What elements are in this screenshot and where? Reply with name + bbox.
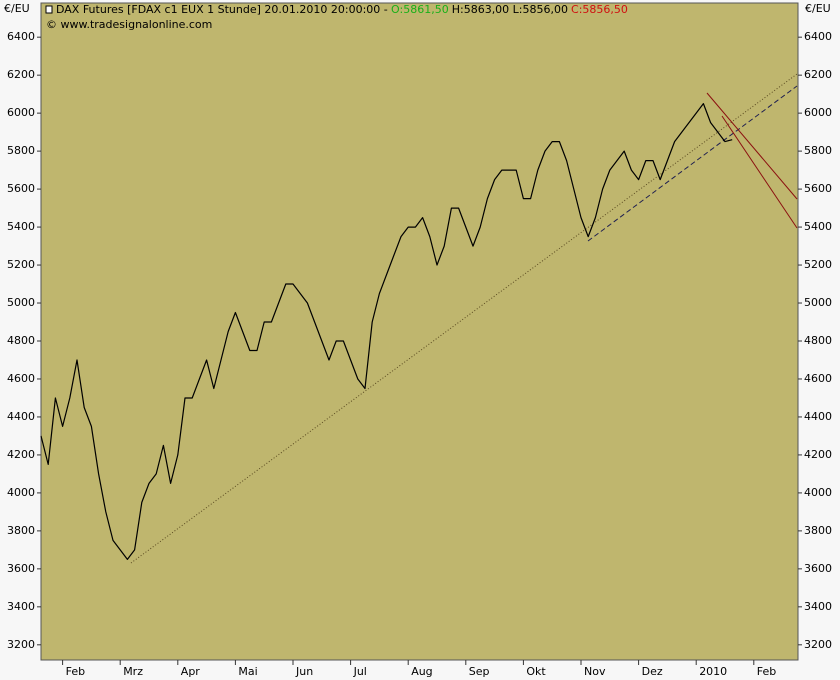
y-tick-label: 3200 [7,638,35,651]
y-tick-label: 4800 [7,334,35,347]
y-tick-label: 3400 [804,600,832,613]
y-tick-label: 3800 [7,524,35,537]
y-tick-label: 4400 [804,410,832,423]
subtitle: © www.tradesignalonline.com [46,18,212,31]
y-tick-label: 3200 [804,638,832,651]
price-line [40,103,733,560]
title: DAX Futures [FDAX c1 EUX 1 Stunde] 20.01… [56,3,388,16]
channel-line [706,92,798,200]
y-tick-label: 4800 [804,334,832,347]
y-tick-label: 5200 [7,258,35,271]
y-unit: €/EU [805,2,831,15]
y-tick-label: 5400 [804,220,832,233]
y-tick-label: 3800 [804,524,832,537]
y-tick-label: 5200 [804,258,832,271]
y-tick-label: 4200 [804,448,832,461]
x-tick-label: Aug [411,665,432,678]
x-tick-label: Okt [526,665,546,678]
x-tick-label: Jun [295,665,313,678]
x-tick-label: Nov [584,665,606,678]
plot-area [40,2,799,661]
y-tick-label: 5600 [804,182,832,195]
y-tick-label: 6000 [7,106,35,119]
y-tick-label: 5000 [7,296,35,309]
y-unit: €/EU [4,2,30,15]
y-tick-label: 4600 [7,372,35,385]
x-tick-label: Mai [238,665,257,678]
x-tick-label: Apr [181,665,201,678]
y-tick-label: 4600 [804,372,832,385]
high-low: H:5863,00 L:5856,00 [452,3,568,16]
y-tick-label: 6400 [7,30,35,43]
y-tick-label: 6200 [804,68,832,81]
y-tick-label: 4000 [7,486,35,499]
y-tick-label: 6400 [804,30,832,43]
x-tick-label: Sep [469,665,490,678]
x-tick-label: Feb [66,665,85,678]
y-tick-label: 3600 [804,562,832,575]
y-tick-label: 4400 [7,410,35,423]
x-tick-label: Dez [642,665,663,678]
icon [45,5,53,14]
y-tick-label: 3400 [7,600,35,613]
y-tick-label: 4000 [804,486,832,499]
close: C:5856,50 [571,3,628,16]
y-tick-label: 5800 [7,144,35,157]
y-tick-label: 5400 [7,220,35,233]
y-tick-label: 5000 [804,296,832,309]
y-tick-label: 5600 [7,182,35,195]
y-tick-label: 5800 [804,144,832,157]
trend-line [587,85,798,242]
open: O:5861,50 [391,3,449,16]
x-tick-label: Jul [353,665,367,678]
y-tick-label: 4200 [7,448,35,461]
y-tick-label: 3600 [7,562,35,575]
x-tick-label: 2010 [699,665,727,678]
x-tick-label: Mrz [123,665,143,678]
chart-title: DAX Futures [FDAX c1 EUX 1 Stunde] 20.01… [56,3,628,16]
x-tick-label: Feb [757,665,776,678]
channel-line [721,115,798,229]
y-tick-label: 6200 [7,68,35,81]
y-tick-label: 6000 [804,106,832,119]
